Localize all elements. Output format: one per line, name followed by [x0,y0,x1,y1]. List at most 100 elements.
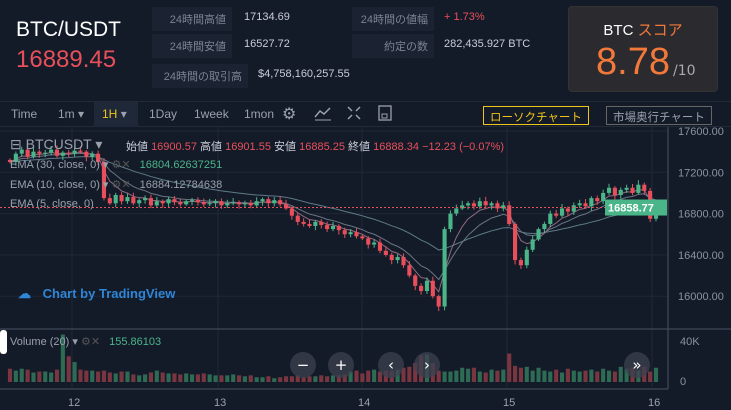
volume-bar [289,376,294,382]
volume-bar [366,370,371,382]
volume-settings-icon[interactable]: ⚙ [80,336,91,348]
candle-body [143,198,148,201]
ema30-label[interactable]: EMA (30, close, 0) [10,159,100,171]
candle-body [512,223,518,261]
indicators-icon[interactable] [314,105,332,124]
candle-body [589,198,594,207]
fullscreen-icon[interactable] [346,105,362,124]
candle-body [131,197,136,204]
volume-bar [454,370,459,382]
volume-bar [260,377,265,382]
candle-body [430,280,435,297]
candle-body [101,161,107,199]
candle-body [13,153,18,162]
volume-bar [178,374,183,382]
save-icon[interactable] [378,105,392,124]
score-asset: BTC [603,22,634,39]
candlestick-chart-button[interactable]: ローソクチャート [483,106,589,125]
volume-bar [143,374,148,382]
candle-body [624,187,629,190]
volume-bar [148,372,154,382]
candle-body [43,152,48,154]
candle-body [301,221,306,224]
interval-1week[interactable]: 1week [194,107,229,121]
interval-label: 1m [58,107,75,121]
volume-bar [501,369,506,382]
ema5-label[interactable]: EMA (5, close, 0) [10,198,94,210]
interval-label: 1H [102,107,118,121]
symbol-legend[interactable]: ⊟ BTCUSDT ▾ [10,136,103,152]
volume-bar [195,374,200,382]
stat-label: 24時間の値幅 [352,7,434,31]
volume-bar [471,367,477,382]
zoom-out-button[interactable]: − [290,352,316,378]
volume-bar [325,376,330,382]
candle-body [471,203,477,207]
volume-bar [125,371,130,382]
volume-label[interactable]: Volume (20) [10,336,70,348]
volume-bar [460,367,465,382]
scroll-to-realtime-button[interactable]: » [624,352,650,378]
volume-bar [301,377,306,382]
volume-bar [336,375,341,382]
ema-30-line [9,156,657,251]
volume-bar [548,371,553,382]
candle-body [518,260,523,266]
volume-bar [530,370,535,382]
candle-body [495,203,500,209]
scroll-right-button[interactable]: › [414,352,440,378]
y-tick-label: 16000.00 [678,291,724,303]
volume-bar [295,375,300,382]
candle-body [7,159,13,162]
candle-body [260,199,265,202]
volume-bar [225,375,230,382]
ema30-remove-icon[interactable]: ✕ [121,159,131,171]
ema-10-line [9,152,657,281]
stat-value: + 1.73% [444,11,485,23]
tradingview-watermark[interactable]: ☁ Chart by TradingView [18,286,175,302]
collapse-icon[interactable]: ⊟ [10,136,22,152]
volume-bar [354,370,359,382]
interval-1mon[interactable]: 1mon [244,107,275,121]
x-tick-label: 14 [358,397,370,409]
candle-body [166,199,171,204]
x-tick-label: 15 [503,397,515,409]
ema10-label[interactable]: EMA (10, close, 0) [10,179,100,191]
last-price-label: 16858.77 [608,203,654,215]
volume-bar [7,368,13,382]
scroll-left-button[interactable]: ‹ [378,352,404,378]
volume-bar [342,374,347,382]
volume-bar [648,371,653,382]
ema30-settings-icon[interactable]: ⚙ [111,159,122,171]
interval-1m[interactable]: 1m ▾ [58,107,85,121]
interval-1day[interactable]: 1Day [149,107,178,121]
volume-bar [31,372,36,382]
volume-bar [160,372,165,382]
candle-body [37,151,42,154]
panel-toggle-handle[interactable] [0,330,7,354]
volume-bar [624,368,629,382]
last-price: 16889.45 [16,46,117,73]
candle-body [366,238,371,245]
depth-chart-button[interactable]: 市場奥行チャート [606,106,712,125]
interval-1h[interactable]: 1H ▾ [94,102,138,127]
price-chart[interactable]: 17600.00 17200.00 16800.00 16400.00 16000.00… [0,127,731,410]
volume-bar [107,372,112,382]
open-value: 16900.57 [151,141,197,153]
volume-bar [377,371,383,382]
volume-bar [542,370,547,382]
zoom-in-button[interactable]: + [328,352,354,378]
ema10-remove-icon[interactable]: ✕ [121,179,131,191]
volume-remove-icon[interactable]: ✕ [90,336,101,348]
settings-icon[interactable]: ⚙ [282,106,297,123]
ema10-settings-icon[interactable]: ⚙ [111,179,122,191]
candle-body [454,208,459,214]
candle-body [354,232,359,237]
volume-bar [313,376,318,382]
time-button[interactable]: Time [11,107,38,121]
candle-body [242,203,247,205]
candle-body [606,187,612,193]
candle-body [595,198,600,202]
candle-body [195,200,200,203]
volume-bar [184,373,189,382]
